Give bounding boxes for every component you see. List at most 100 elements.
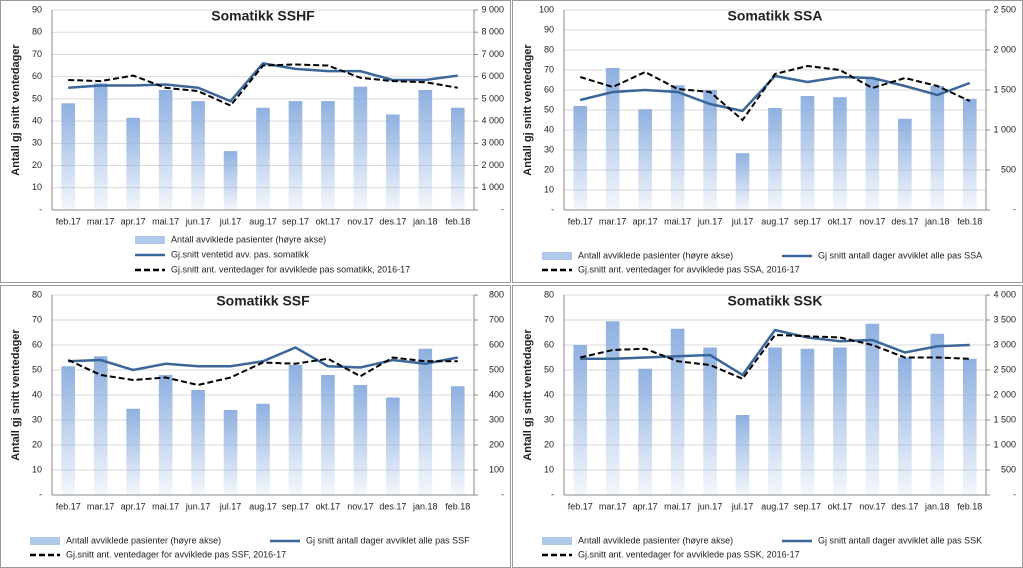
x-tick-label: okt.17 xyxy=(316,216,341,226)
bar xyxy=(865,78,880,210)
bar xyxy=(158,90,173,210)
y2-tick-label: 1 000 xyxy=(993,439,1016,449)
legend-label: Gj.snitt ant. ventedager for avviklede p… xyxy=(578,549,800,559)
panel-border xyxy=(512,0,1023,283)
y-tick-label: 60 xyxy=(544,339,554,349)
x-tick-label: nov.17 xyxy=(347,501,373,511)
dashed-line xyxy=(579,64,971,122)
y-tick-label: - xyxy=(39,489,42,499)
bar xyxy=(962,358,977,495)
dashed-line xyxy=(67,356,458,387)
bar xyxy=(962,98,977,210)
bar xyxy=(930,86,945,210)
y-tick-label: 100 xyxy=(539,4,554,14)
y-tick-label: 10 xyxy=(32,464,42,474)
bar xyxy=(93,83,108,210)
y-tick-label: 90 xyxy=(544,24,554,34)
line xyxy=(68,346,459,372)
y2-tick-label: 400 xyxy=(489,389,504,399)
y-tick-label: 30 xyxy=(32,414,42,424)
legend-swatch xyxy=(30,537,60,545)
x-tick-label: feb.18 xyxy=(957,501,982,511)
x-tick-label: des.17 xyxy=(379,216,406,226)
bar xyxy=(158,375,173,495)
y2-tick-label: 1 500 xyxy=(993,414,1016,424)
x-tick-label: aug.17 xyxy=(761,216,789,226)
y2-tick-label: 3 000 xyxy=(993,339,1016,349)
x-tick-label: sep.17 xyxy=(282,501,309,511)
bar xyxy=(191,101,205,210)
y-tick-label: 30 xyxy=(544,414,554,424)
x-tick-label: mai.17 xyxy=(664,216,691,226)
y-tick-label: 30 xyxy=(544,144,554,154)
legend-label: Antall avviklede pasienter (høyre akse) xyxy=(171,234,326,244)
bar xyxy=(930,333,945,495)
bar xyxy=(386,114,400,210)
chart-title: Somatikk SSF xyxy=(216,293,310,309)
x-tick-label: feb.17 xyxy=(568,501,593,511)
y-tick-label: 20 xyxy=(32,439,42,449)
x-tick-label: des.17 xyxy=(891,501,918,511)
y-tick-label: 30 xyxy=(32,138,42,148)
bar xyxy=(126,408,140,495)
bar xyxy=(573,106,588,210)
bar xyxy=(833,347,847,495)
bar xyxy=(418,348,433,495)
y-tick-label: 70 xyxy=(544,64,554,74)
legend-swatch xyxy=(542,537,572,545)
bar xyxy=(126,117,140,210)
chart-title: Somatikk SSK xyxy=(728,293,823,309)
x-tick-label: jun.17 xyxy=(697,501,723,511)
x-tick-label: mai.17 xyxy=(152,216,179,226)
bar xyxy=(353,385,368,495)
bar xyxy=(223,410,238,495)
y-tick-label: 40 xyxy=(32,389,42,399)
bar xyxy=(61,366,76,495)
x-tick-label: apr.17 xyxy=(633,501,658,511)
x-tick-label: feb.17 xyxy=(56,216,81,226)
chart-panel: - 10 20 30 40 50 60 70 80 90 - 1 000 2 000 3 000 4 000… xyxy=(0,0,511,283)
bar xyxy=(735,153,750,210)
y2-tick-label: 3 500 xyxy=(993,314,1016,324)
y-tick-label: - xyxy=(551,489,554,499)
x-tick-label: jan.18 xyxy=(924,216,950,226)
x-tick-label: jun.17 xyxy=(697,216,723,226)
x-tick-label: mai.17 xyxy=(152,501,179,511)
y-tick-label: 20 xyxy=(544,164,554,174)
y2-tick-label: 6 000 xyxy=(481,71,504,81)
y-tick-label: 80 xyxy=(544,289,554,299)
legend-label: Gj snitt antall dager avviklet alle pas … xyxy=(818,535,982,545)
x-tick-label: mar.17 xyxy=(599,216,627,226)
legend-label: Antall avviklede pasienter (høyre akse) xyxy=(578,250,733,260)
x-tick-label: nov.17 xyxy=(859,501,885,511)
y-tick-label: 80 xyxy=(544,44,554,54)
y-tick-label: 90 xyxy=(32,4,42,14)
y-tick-label: 80 xyxy=(32,27,42,37)
x-tick-label: apr.17 xyxy=(121,216,146,226)
bar xyxy=(450,386,465,495)
y-axis-label: Antall gj snitt ventedager xyxy=(522,44,534,176)
x-tick-label: jul.17 xyxy=(731,501,754,511)
y-tick-label: 70 xyxy=(32,314,42,324)
legend-label: Gj snitt antall dager avviklet alle pas … xyxy=(306,535,470,545)
y-tick-label: 40 xyxy=(544,124,554,134)
chart-panel: - 10 20 30 40 50 60 70 80 90 100 - 500 1 000 1 500 2 00… xyxy=(512,0,1023,283)
y2-tick-label: - xyxy=(501,204,504,214)
legend-swatch xyxy=(542,252,572,260)
bar xyxy=(288,101,303,210)
dashed-line xyxy=(580,333,970,380)
y-tick-label: 50 xyxy=(544,364,554,374)
legend-label: Antall avviklede pasienter (høyre akse) xyxy=(578,535,733,545)
y-tick-label: 10 xyxy=(544,184,554,194)
y2-tick-label: 7 000 xyxy=(481,49,504,59)
x-tick-label: jul.17 xyxy=(219,216,242,226)
x-tick-label: sep.17 xyxy=(794,216,821,226)
x-tick-label: nov.17 xyxy=(347,216,373,226)
bar xyxy=(61,103,76,210)
y-tick-label: 20 xyxy=(544,439,554,449)
bar xyxy=(865,323,880,495)
x-tick-label: apr.17 xyxy=(121,501,146,511)
chart-title: Somatikk SSHF xyxy=(211,8,315,24)
y-tick-label: 40 xyxy=(32,115,42,125)
